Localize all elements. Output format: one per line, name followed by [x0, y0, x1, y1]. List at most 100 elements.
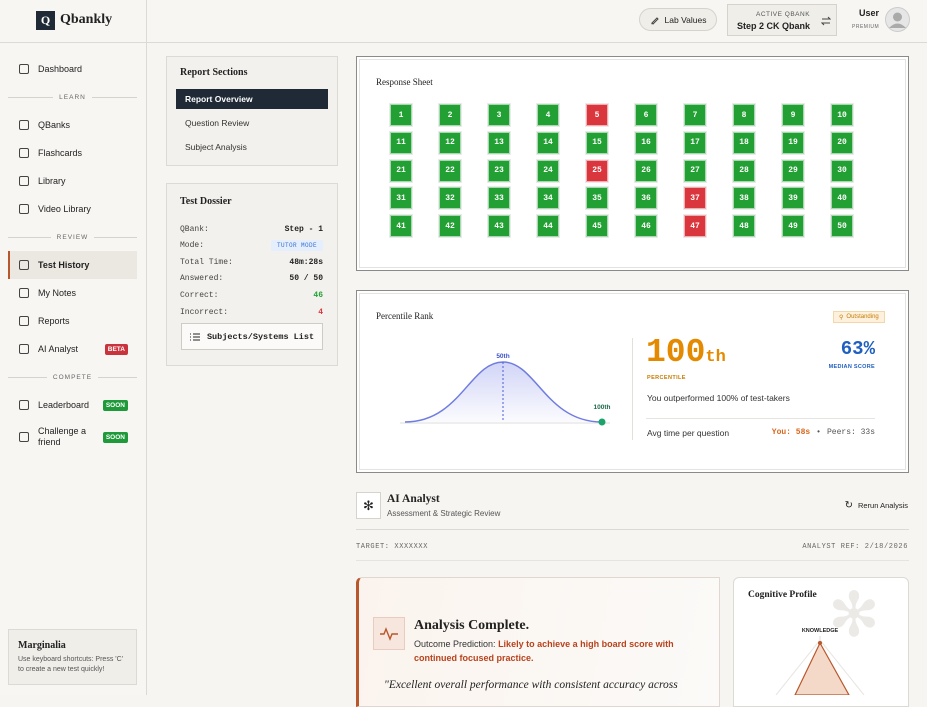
nav-item[interactable]: AI Analyst BETA	[8, 335, 137, 363]
question-cell[interactable]: 30	[830, 158, 854, 183]
question-cell[interactable]: 41	[389, 214, 413, 239]
question-cell[interactable]: 26	[634, 158, 658, 183]
nav-item[interactable]: Flashcards	[8, 139, 137, 167]
question-cell[interactable]: 15	[585, 130, 609, 155]
question-cell[interactable]: 43	[487, 214, 511, 239]
question-cell[interactable]: 39	[781, 186, 805, 211]
question-cell[interactable]: 27	[683, 158, 707, 183]
question-cell[interactable]: 49	[781, 214, 805, 239]
question-cell[interactable]: 8	[732, 103, 756, 127]
question-cell[interactable]: 17	[683, 130, 707, 155]
nav-item[interactable]: My Notes	[8, 279, 137, 307]
nav-item[interactable]: Library	[8, 167, 137, 195]
question-cell[interactable]: 38	[732, 186, 756, 211]
question-cell[interactable]: 10	[830, 103, 854, 127]
report-sections-card	[166, 56, 338, 166]
question-cell[interactable]: 44	[536, 214, 560, 239]
nav-icon	[19, 288, 29, 298]
question-cell[interactable]: 36	[634, 186, 658, 211]
question-cell[interactable]: 37	[683, 186, 707, 211]
question-cell[interactable]: 33	[487, 186, 511, 211]
question-cell[interactable]: 22	[438, 158, 462, 183]
user-label: 100th	[594, 404, 611, 411]
nav-item[interactable]: Video Library	[8, 195, 137, 223]
question-cell[interactable]: 32	[438, 186, 462, 211]
nav-item[interactable]: Reports	[8, 307, 137, 335]
nav-label: My Notes	[38, 288, 77, 298]
question-cell[interactable]: 6	[634, 103, 658, 127]
question-cell[interactable]: 7	[683, 103, 707, 127]
question-cell[interactable]: 12	[438, 130, 462, 155]
report-section-item[interactable]: Report Overview	[176, 89, 328, 109]
nav-icon	[19, 432, 29, 442]
question-cell[interactable]: 5	[585, 103, 609, 127]
question-cell[interactable]: 16	[634, 130, 658, 155]
question-cell[interactable]: 23	[487, 158, 511, 183]
question-cell[interactable]: 42	[438, 214, 462, 239]
question-cell[interactable]: 21	[389, 158, 413, 183]
subjects-button[interactable]: Subjects/Systems List	[181, 323, 323, 350]
question-cell[interactable]: 29	[781, 158, 805, 183]
nav-icon	[19, 316, 29, 326]
report-section-item[interactable]: Subject Analysis	[185, 142, 247, 152]
question-cell[interactable]: 47	[683, 214, 707, 239]
user-name: User	[859, 8, 880, 18]
divider	[356, 560, 909, 561]
nav-item[interactable]: QBanks	[8, 111, 137, 139]
median-label: 50th	[496, 353, 509, 360]
swap-icon	[821, 16, 831, 26]
question-cell[interactable]: 40	[830, 186, 854, 211]
badge-icon: ⚲	[839, 314, 844, 321]
question-cell[interactable]: 4	[536, 103, 560, 127]
logo[interactable]: Q Qbankly	[0, 0, 147, 43]
avatar[interactable]	[885, 7, 910, 32]
dossier-label: Mode:	[180, 241, 205, 251]
dossier-label: QBank:	[180, 224, 209, 234]
question-cell[interactable]: 45	[585, 214, 609, 239]
question-cell[interactable]: 14	[536, 130, 560, 155]
question-cell[interactable]: 25	[585, 158, 609, 183]
analysis-title: Analysis Complete.	[414, 618, 530, 633]
question-cell[interactable]: 46	[634, 214, 658, 239]
nav-label: Leaderboard	[38, 399, 90, 410]
question-cell[interactable]: 35	[585, 186, 609, 211]
nav-item[interactable]: Leaderboard SOON	[8, 391, 137, 419]
active-qbank-name: Step 2 CK Qbank	[737, 21, 811, 31]
outstanding-badge: ⚲ Outstanding	[833, 311, 885, 323]
nav-item[interactable]: Challenge a friend SOON	[8, 419, 137, 455]
active-qbank-label: ACTIVE QBANK	[756, 11, 811, 18]
question-cell[interactable]: 13	[487, 130, 511, 155]
question-cell[interactable]: 24	[536, 158, 560, 183]
nav-badge: SOON	[102, 399, 128, 411]
question-cell[interactable]: 11	[389, 130, 413, 155]
question-cell[interactable]: 34	[536, 186, 560, 211]
question-cell[interactable]: 48	[732, 214, 756, 239]
question-cell[interactable]: 50	[830, 214, 854, 239]
sidebar: Q Qbankly Dashboard LEARN QBanks Flashcards…	[0, 0, 147, 695]
question-cell[interactable]: 1	[389, 103, 413, 127]
question-cell[interactable]: 18	[732, 130, 756, 155]
rerun-button[interactable]: ↻ Rerun Analysis	[845, 500, 908, 511]
dossier-row: QBank: Step - 1	[180, 222, 323, 236]
question-cell[interactable]: 2	[438, 103, 462, 127]
pulse-icon	[380, 626, 398, 641]
percentile-value: 100th	[646, 334, 726, 371]
badge-label: Outstanding	[846, 314, 879, 320]
question-cell[interactable]: 20	[830, 130, 854, 155]
icon	[650, 16, 659, 25]
question-cell[interactable]: 28	[732, 158, 756, 183]
question-cell[interactable]: 19	[781, 130, 805, 155]
nav-label: QBanks	[38, 120, 71, 130]
nav-label: Library	[38, 176, 66, 186]
lab-values-button[interactable]: Lab Values	[639, 8, 717, 31]
card-title: Test Dossier	[180, 196, 232, 207]
active-qbank[interactable]: ACTIVE QBANK Step 2 CK Qbank	[727, 4, 837, 36]
nav-item[interactable]: Test History	[8, 251, 137, 279]
report-section-item[interactable]: Question Review	[185, 118, 250, 128]
nav-label: Flashcards	[38, 148, 83, 158]
nav-item[interactable]: Dashboard	[8, 55, 137, 83]
question-cell[interactable]: 3	[487, 103, 511, 127]
peers-time: Peers: 33s	[826, 428, 875, 437]
question-cell[interactable]: 31	[389, 186, 413, 211]
question-cell[interactable]: 9	[781, 103, 805, 127]
